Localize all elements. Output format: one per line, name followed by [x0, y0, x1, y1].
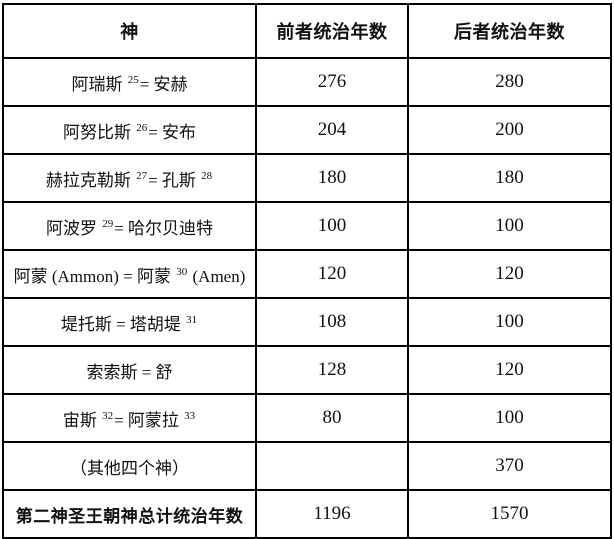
god-name-cell: 堤托斯 = 塔胡堤 31 [2, 297, 257, 347]
latter-reign-years-cell: 100 [407, 297, 612, 347]
table-row: 第二神圣王朝神总计统治年数 1196 1570 [2, 489, 612, 539]
former-reign-years-cell: 120 [255, 249, 409, 299]
footnote-reference: 27 [136, 169, 148, 182]
footnote-reference: 26 [136, 121, 148, 134]
column-header-former-reign-years: 前者统治年数 [255, 3, 409, 59]
god-name-cell: 索索斯 = 舒 [2, 345, 257, 395]
former-reign-years-cell: 276 [255, 57, 409, 107]
latter-reign-years-cell: 100 [407, 393, 612, 443]
table-row: 阿瑞斯 25= 安赫 276 280 [2, 57, 612, 107]
table-row: 阿努比斯 26= 安布 204 200 [2, 105, 612, 155]
latter-reign-years-cell: 100 [407, 201, 612, 251]
table-row: 堤托斯 = 塔胡堤 31 108 100 [2, 297, 612, 347]
footnote-reference: 31 [186, 313, 198, 326]
latter-reign-years-cell: 370 [407, 441, 612, 491]
footnote-reference: 32 [102, 409, 114, 422]
footnote-reference: 33 [184, 409, 196, 422]
god-name-cell: 宙斯 32= 阿蒙拉 33 [2, 393, 257, 443]
former-reign-years-cell: 128 [255, 345, 409, 395]
former-reign-years-cell: 100 [255, 201, 409, 251]
god-name-cell: 第二神圣王朝神总计统治年数 [2, 489, 257, 539]
table-row: 宙斯 32= 阿蒙拉 33 80 100 [2, 393, 612, 443]
table-row: 索索斯 = 舒 128 120 [2, 345, 612, 395]
table-row: （其他四个神） 370 [2, 441, 612, 491]
gods-reign-years-table: 神 前者统治年数 后者统治年数 阿瑞斯 25= 安赫 276 280 阿努比斯 26=… [2, 3, 612, 539]
former-reign-years-cell: 1196 [255, 489, 409, 539]
table-row: 赫拉克勒斯 27= 孔斯 28 180 180 [2, 153, 612, 203]
footnote-reference: 30 [176, 265, 188, 278]
table-row: 阿波罗 29= 哈尔贝迪特 100 100 [2, 201, 612, 251]
column-header-god: 神 [2, 3, 257, 59]
table-body: 阿瑞斯 25= 安赫 276 280 阿努比斯 26= 安布 204 200 赫拉克勒斯 2… [2, 57, 612, 539]
god-name-cell: 阿波罗 29= 哈尔贝迪特 [2, 201, 257, 251]
god-name-cell: （其他四个神） [2, 441, 257, 491]
latter-reign-years-cell: 120 [407, 345, 612, 395]
latter-reign-years-cell: 1570 [407, 489, 612, 539]
god-name-cell: 阿努比斯 26= 安布 [2, 105, 257, 155]
column-header-latter-reign-years: 后者统治年数 [407, 3, 612, 59]
header-row: 神 前者统治年数 后者统治年数 [2, 3, 612, 59]
footnote-reference: 25 [127, 73, 139, 86]
table-header: 神 前者统治年数 后者统治年数 [2, 3, 612, 59]
former-reign-years-cell: 80 [255, 393, 409, 443]
latter-reign-years-cell: 180 [407, 153, 612, 203]
table-row: 阿蒙 (Ammon) = 阿蒙 30 (Amen) 120 120 [2, 249, 612, 299]
god-name-cell: 阿瑞斯 25= 安赫 [2, 57, 257, 107]
god-name-cell: 赫拉克勒斯 27= 孔斯 28 [2, 153, 257, 203]
god-name-cell: 阿蒙 (Ammon) = 阿蒙 30 (Amen) [2, 249, 257, 299]
former-reign-years-cell [255, 441, 409, 491]
former-reign-years-cell: 204 [255, 105, 409, 155]
former-reign-years-cell: 180 [255, 153, 409, 203]
latter-reign-years-cell: 120 [407, 249, 612, 299]
latter-reign-years-cell: 280 [407, 57, 612, 107]
latter-reign-years-cell: 200 [407, 105, 612, 155]
former-reign-years-cell: 108 [255, 297, 409, 347]
footnote-reference: 28 [201, 169, 213, 182]
footnote-reference: 29 [102, 217, 114, 230]
